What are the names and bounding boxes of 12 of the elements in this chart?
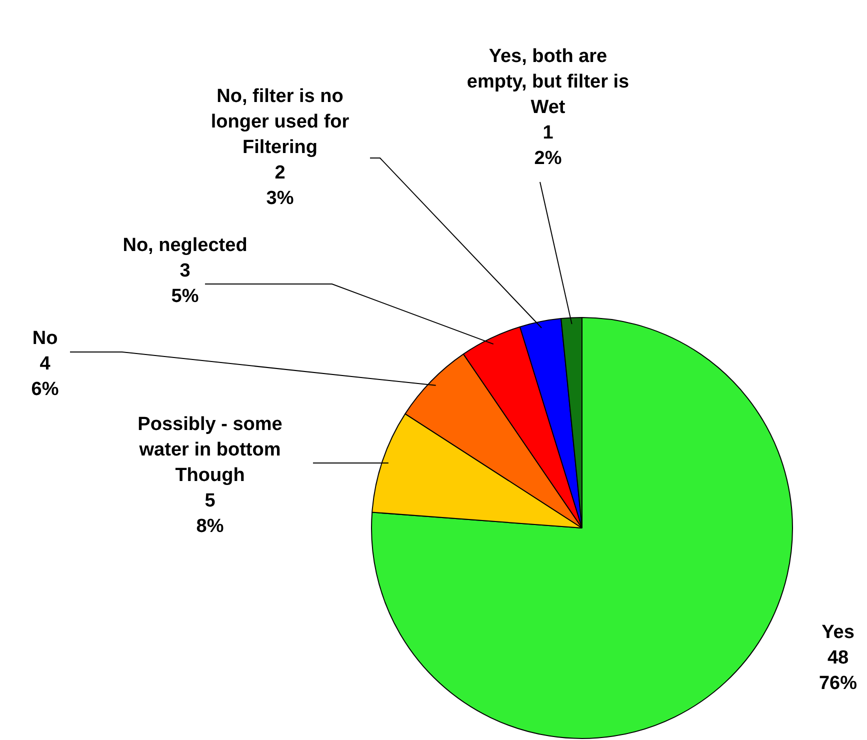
- slice-label: No, filter is no longer used for Filtering: [210, 86, 350, 158]
- slice-label: No, neglected: [122, 235, 248, 256]
- data-label: 5 8%: [196, 490, 224, 538]
- slice-label: Yes: [822, 622, 854, 644]
- data-label: 4 6%: [31, 354, 59, 400]
- data-label: 48 76%: [818, 648, 858, 694]
- data-label: 2 3%: [266, 162, 294, 210]
- data-label: 3 5%: [171, 260, 199, 308]
- slice-label: No: [32, 328, 58, 350]
- data-label: 1 2%: [534, 122, 562, 170]
- slice-label: Yes, both are empty, but filter is Wet: [466, 46, 630, 118]
- legend-label: Possibly - some water in bottom Though: [138, 414, 282, 486]
